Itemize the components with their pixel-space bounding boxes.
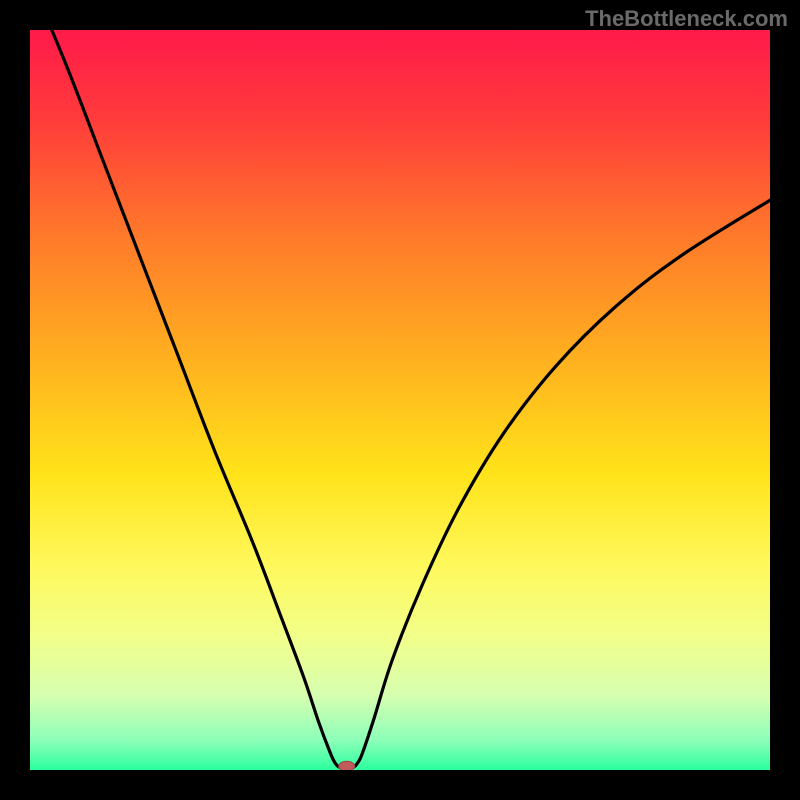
chart-container: TheBottleneck.com	[0, 0, 800, 800]
chart-svg	[30, 30, 770, 770]
optimal-point-marker	[339, 761, 355, 770]
watermark-text: TheBottleneck.com	[585, 6, 788, 32]
plot-area	[30, 30, 770, 770]
gradient-background	[30, 30, 770, 770]
